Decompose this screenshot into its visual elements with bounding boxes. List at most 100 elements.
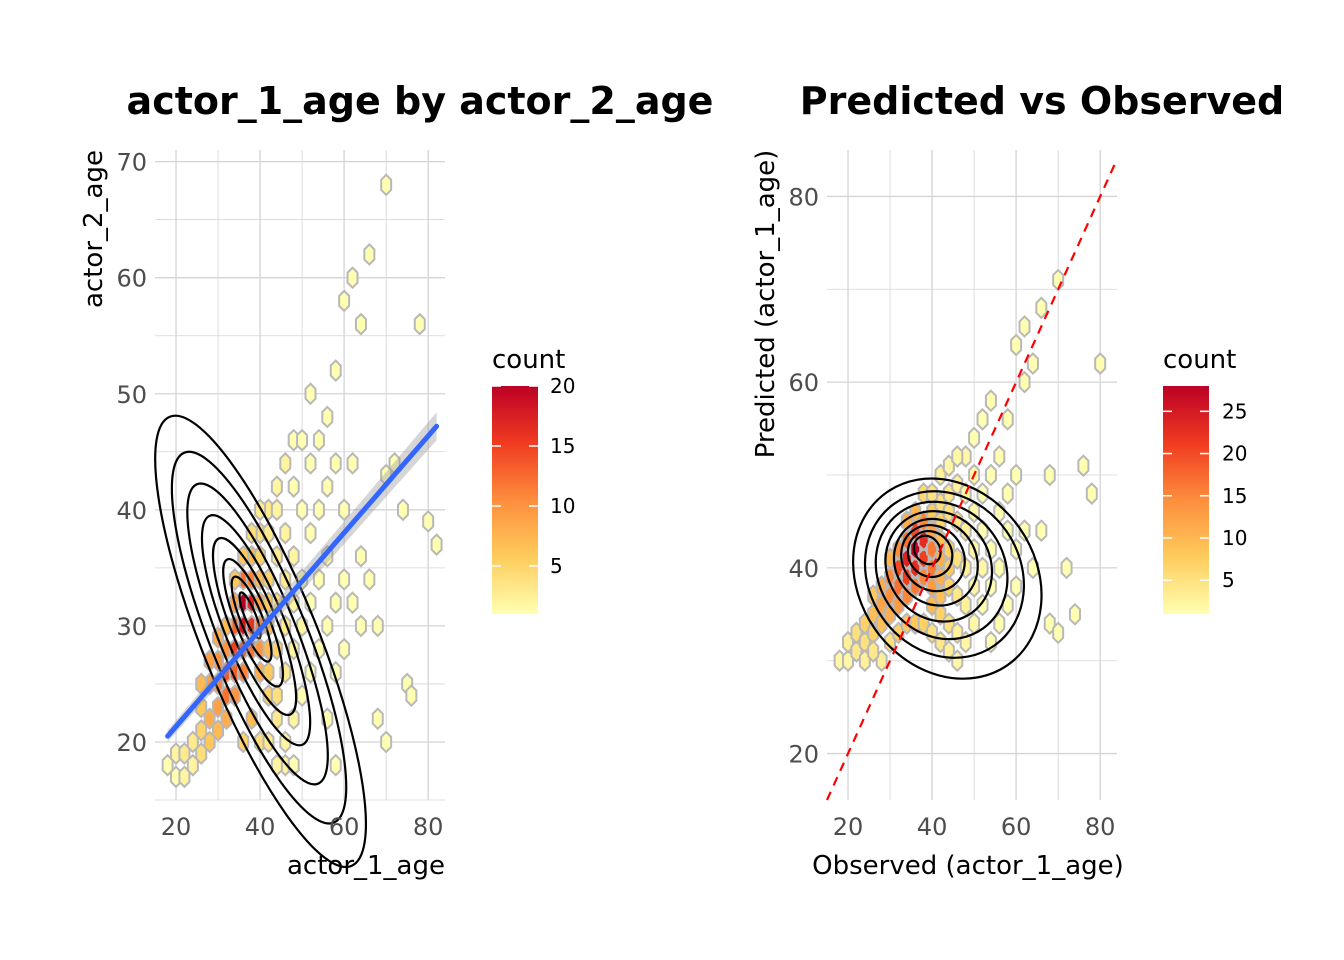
y-tick-label: 80 xyxy=(788,183,819,211)
density-contour xyxy=(906,530,954,579)
trend-line-left xyxy=(165,412,440,743)
hexbin xyxy=(220,707,233,731)
density-contour xyxy=(900,524,966,593)
y-tick-label: 40 xyxy=(788,555,819,583)
hexbin xyxy=(968,426,981,450)
x-tick-label: 80 xyxy=(413,813,444,841)
hexbin xyxy=(1077,454,1090,478)
legend-tick-label: 20 xyxy=(1222,442,1247,466)
legend-tick-label: 15 xyxy=(550,434,575,458)
hexbin xyxy=(1001,593,1014,617)
hexbin xyxy=(1018,370,1031,394)
legend-colorbar xyxy=(492,386,538,614)
hexbin xyxy=(405,684,418,707)
hexbin xyxy=(363,243,376,266)
hexbin xyxy=(346,591,359,615)
chart-title-left: actor_1_age by actor_2_age xyxy=(127,79,714,123)
legend-right: count 5 10 15 20 25 xyxy=(1163,345,1247,614)
density-contour xyxy=(852,477,1043,680)
hexbin xyxy=(1018,519,1031,543)
hexbin xyxy=(279,521,292,545)
hexbin xyxy=(1026,556,1039,580)
hexbin xyxy=(338,498,351,522)
y-axis-title-left: actor_2_age xyxy=(79,150,109,308)
hexbin xyxy=(993,556,1006,580)
hexbin xyxy=(304,382,317,406)
hexbin xyxy=(1060,556,1073,580)
hexbin xyxy=(396,498,409,522)
hexbin xyxy=(321,614,334,638)
legend-tick-label: 20 xyxy=(550,374,575,398)
hexbin xyxy=(1052,621,1065,645)
density-contour xyxy=(170,450,348,825)
hexbin xyxy=(346,451,359,475)
hexbin xyxy=(287,475,300,499)
hexbin xyxy=(346,266,359,290)
hexbin xyxy=(926,482,939,505)
hexbin xyxy=(976,556,989,580)
y-tick-label: 20 xyxy=(788,741,819,769)
y-tick-label: 20 xyxy=(116,729,147,757)
hexbin xyxy=(1010,463,1023,487)
hexbin xyxy=(380,173,393,197)
hexbin xyxy=(422,510,435,533)
y-ticks-right: 20 40 60 80 xyxy=(788,183,819,768)
x-tick-label: 20 xyxy=(833,813,864,841)
y-axis-title-right: Predicted (actor_1_age) xyxy=(751,150,781,459)
y-tick-label: 60 xyxy=(788,369,819,397)
legend-left: count 5 10 15 20 xyxy=(492,345,575,614)
x-tick-label: 60 xyxy=(1001,813,1032,841)
panel-right: Predicted vs Observed 20 40 60 80 20406080 … xyxy=(751,79,1284,881)
hexbin xyxy=(1094,352,1107,375)
hexbin xyxy=(1026,352,1039,375)
y-ticks-left: 20 30 40 50 60 70 xyxy=(116,149,147,757)
hexbin xyxy=(951,649,964,673)
chart-title-right: Predicted vs Observed xyxy=(800,79,1284,123)
hexbin xyxy=(413,312,426,336)
hexbin xyxy=(1001,407,1014,431)
hexbin xyxy=(270,498,283,522)
y-tick-label: 30 xyxy=(116,613,147,641)
hexbin xyxy=(338,637,351,661)
y-tick-label: 60 xyxy=(116,265,147,293)
hexbin xyxy=(1010,333,1023,357)
y-tick-label: 70 xyxy=(116,149,147,177)
x-axis-title-left: actor_1_age xyxy=(287,851,445,881)
density-contour xyxy=(211,536,298,717)
panel-left: actor_1_age by actor_2_age 20 40 60 80 20 30… xyxy=(79,79,714,881)
legend-title-right: count xyxy=(1163,345,1236,375)
legend-colorbar xyxy=(1163,386,1209,614)
hexbin xyxy=(354,544,367,568)
legend-tick-label: 5 xyxy=(1222,568,1235,592)
hexbin xyxy=(867,640,880,663)
hexbin xyxy=(354,614,367,638)
hexbin xyxy=(338,568,351,591)
legend-tick-label: 5 xyxy=(550,554,563,578)
y-tick-label: 50 xyxy=(116,381,147,409)
hexbin xyxy=(354,312,367,336)
hexbin xyxy=(329,591,342,615)
hexbin xyxy=(296,498,309,522)
hexbin xyxy=(984,389,997,413)
y-tick-label: 40 xyxy=(116,497,147,525)
hexbin xyxy=(321,475,334,499)
hexbin xyxy=(968,612,981,635)
hexbin xyxy=(993,445,1006,468)
density-contour xyxy=(238,591,262,640)
hexbin xyxy=(338,289,351,313)
hexbin xyxy=(984,463,997,487)
hexbin xyxy=(296,428,309,452)
density-contour xyxy=(154,414,368,869)
hexbin xyxy=(1035,519,1048,543)
legend-tick-label: 25 xyxy=(1222,399,1247,423)
legend-title-left: count xyxy=(492,345,565,375)
hexbin xyxy=(312,568,325,591)
hexbin xyxy=(312,428,325,452)
x-axis-title-right: Observed (actor_1_age) xyxy=(812,851,1124,881)
hexbin xyxy=(951,445,964,468)
hexbin xyxy=(976,407,989,431)
hexbin xyxy=(1085,482,1098,505)
hexbin xyxy=(968,575,981,598)
hexbin xyxy=(1010,575,1023,598)
